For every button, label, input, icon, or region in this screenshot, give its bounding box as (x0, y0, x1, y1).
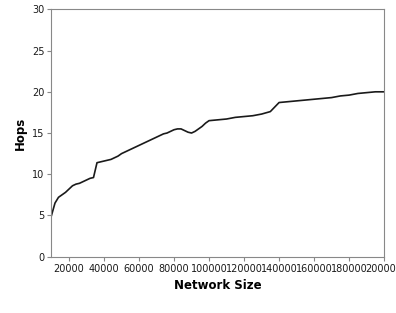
Y-axis label: Hops: Hops (13, 116, 27, 150)
X-axis label: Network Size: Network Size (174, 279, 262, 292)
